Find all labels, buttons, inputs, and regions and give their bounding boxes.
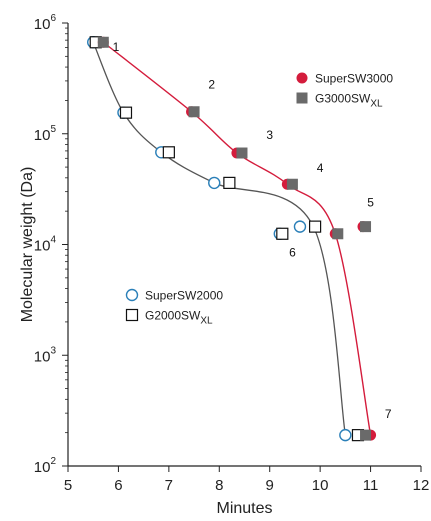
supersw2000-point xyxy=(293,220,307,233)
x-tick-label: 8 xyxy=(215,477,223,494)
point-labels: 1 2 3 4 5 6 7 xyxy=(113,40,392,421)
point-label-5: 5 xyxy=(367,196,374,210)
y-axis-label: Molecular weight (Da) xyxy=(19,167,36,323)
g2000sw-point xyxy=(276,227,289,240)
x-tick-label: 10 xyxy=(312,477,329,494)
g3000sw-point xyxy=(286,178,298,190)
g3000sw-point xyxy=(97,36,109,48)
x-tick-label: 7 xyxy=(165,477,173,494)
x-tick-label: 12 xyxy=(413,477,430,494)
point-label-3: 3 xyxy=(266,128,273,142)
g3000sw-point xyxy=(236,147,248,159)
supersw2000-point xyxy=(339,428,352,442)
legend-bottom-left: SuperSW2000 G2000SWXL xyxy=(125,288,223,327)
legend-top-right: SuperSW3000 G3000SWXL xyxy=(296,72,393,110)
point-label-2: 2 xyxy=(208,78,215,92)
point-label-1: 1 xyxy=(113,40,120,54)
data-markers xyxy=(87,36,377,442)
g3000sw-point xyxy=(360,221,372,233)
g2000sw-point xyxy=(162,146,175,159)
x-tick-label: 11 xyxy=(363,477,379,494)
legend-marker-supersw3000 xyxy=(296,72,308,84)
x-tick-label: 9 xyxy=(266,477,274,494)
g3000sw-point xyxy=(332,228,344,240)
supersw2000-curve xyxy=(92,42,346,436)
x-axis-label: Minutes xyxy=(216,500,272,517)
g3000sw-point xyxy=(188,106,200,118)
point-label-7: 7 xyxy=(385,407,392,421)
y-tick-label: 103 xyxy=(34,345,57,365)
y-tick-label: 102 xyxy=(34,456,57,476)
g3000sw-point xyxy=(360,429,372,441)
g2000sw-point xyxy=(223,176,236,189)
y-tick-label: 105 xyxy=(34,124,57,144)
supersw2000-point xyxy=(208,176,221,190)
legend-marker-supersw2000 xyxy=(125,288,139,302)
point-label-4: 4 xyxy=(317,161,324,175)
legend-label-supersw2000: SuperSW2000 xyxy=(145,289,223,303)
legend-label-g2000sw: G2000SWXL xyxy=(145,309,213,327)
legend-label-g3000sw: G3000SWXL xyxy=(315,92,383,110)
legend: SuperSW3000 G3000SWXL SuperSW2000 G2000SWXL xyxy=(125,72,393,327)
plot-axes: 5 6 7 8 9 10 11 12102103104105106MinutesMolecul… xyxy=(19,13,429,517)
legend-marker-g3000sw xyxy=(296,92,308,104)
legend-marker-g2000sw xyxy=(125,308,139,322)
x-tick-label: 5 xyxy=(64,477,72,494)
y-tick-label: 106 xyxy=(34,13,57,33)
y-tick-label: 104 xyxy=(34,235,57,255)
legend-label-supersw3000: SuperSW3000 xyxy=(315,72,393,86)
g2000sw-point xyxy=(309,220,322,233)
supersw3000-curve xyxy=(102,41,372,436)
x-tick-label: 6 xyxy=(114,477,122,494)
point-label-6: 6 xyxy=(289,245,296,259)
g2000sw-point xyxy=(119,106,133,119)
